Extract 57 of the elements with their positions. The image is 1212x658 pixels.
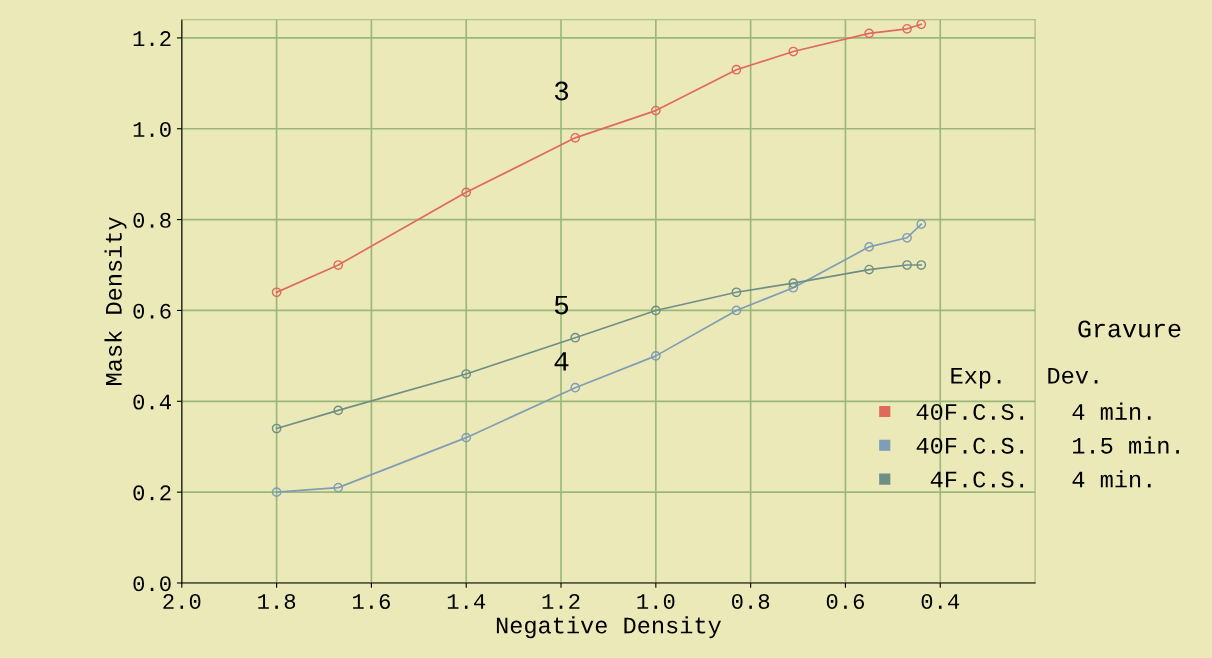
point [650, 105, 661, 116]
point [864, 28, 875, 39]
point [788, 46, 799, 57]
annotation: 3 [554, 81, 569, 101]
point [788, 282, 799, 293]
annotation: Exp. [951, 367, 1001, 389]
point [461, 369, 472, 379]
legend-label: 40F.C.S. 1.5 min. [916, 436, 1179, 454]
point [461, 432, 472, 443]
x-tick-label: 1.6 [353, 593, 390, 610]
point [916, 19, 927, 30]
x-tick-label: 0.8 [731, 593, 770, 610]
legend-title: Gravure [1078, 320, 1181, 338]
legend-label: 40F.C.S. 4 min. [916, 402, 1151, 420]
x-tick-label: 0.4 [921, 593, 960, 610]
point [788, 278, 799, 289]
legend-label: 4F.C.S. 4 min. [930, 470, 1151, 488]
annotation: 4 [554, 352, 569, 371]
y-tick-label: 0.0 [133, 576, 171, 592]
point [916, 219, 927, 230]
y-axis-title: Mask Density [104, 217, 127, 385]
point [333, 405, 344, 416]
point [864, 241, 875, 252]
y-tick-label: 0.6 [133, 303, 171, 319]
point [731, 305, 742, 316]
y-tick-label: 0.2 [133, 485, 171, 501]
x-tick-label: 2.0 [163, 593, 201, 610]
point [333, 482, 344, 493]
y-tick-label: 0.4 [133, 394, 171, 410]
x-axis-title: Negative Density [496, 616, 721, 639]
point [916, 260, 927, 270]
x-tick-label: 0.6 [826, 593, 864, 610]
point [333, 260, 344, 270]
x-tick-label: 1.2 [542, 593, 580, 609]
x-tick-label: 1.0 [637, 593, 675, 610]
point [650, 351, 661, 361]
x-tick-label: 1.8 [258, 593, 296, 610]
point [902, 23, 912, 34]
point [271, 287, 282, 298]
point [461, 187, 472, 198]
point [570, 132, 581, 143]
point [902, 232, 912, 243]
x-tick-label: 1.4 [447, 594, 486, 609]
text: Dev. [1048, 367, 1098, 384]
point [902, 260, 912, 270]
y-tick-label: 1.0 [133, 121, 171, 138]
point [570, 332, 581, 343]
point [570, 382, 581, 393]
point [650, 305, 661, 316]
y-tick-label: 1.2 [133, 31, 171, 46]
point [271, 423, 282, 434]
point [864, 264, 875, 275]
annotation: 5 [554, 295, 569, 315]
point [731, 287, 742, 298]
point [731, 64, 742, 75]
y-tick-label: 0.8 [133, 212, 171, 228]
point [271, 487, 282, 498]
